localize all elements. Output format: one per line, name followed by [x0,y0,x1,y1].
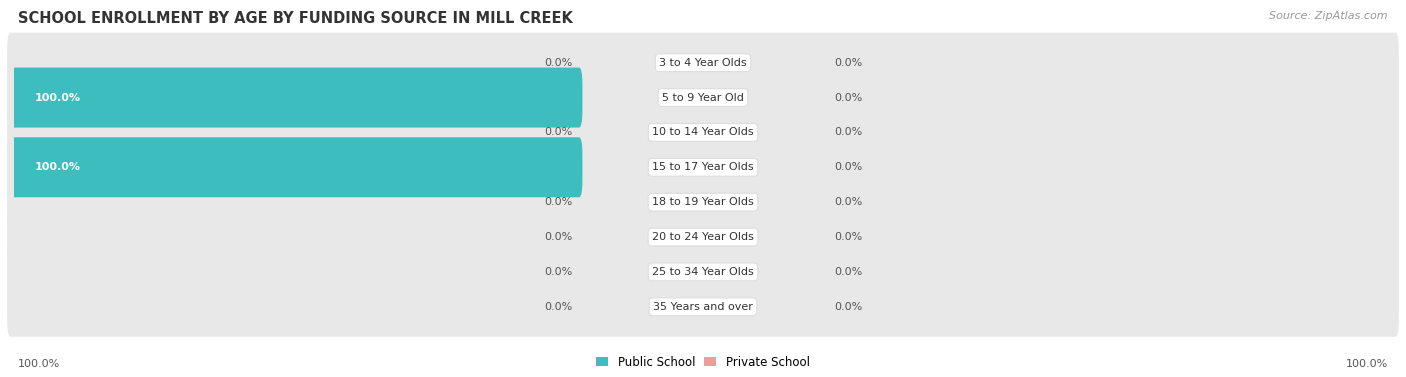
FancyBboxPatch shape [7,103,1399,162]
Text: 0.0%: 0.0% [834,92,862,103]
FancyBboxPatch shape [7,137,1399,197]
Text: 0.0%: 0.0% [834,267,862,277]
Text: 0.0%: 0.0% [544,267,572,277]
Text: 25 to 34 Year Olds: 25 to 34 Year Olds [652,267,754,277]
Text: 15 to 17 Year Olds: 15 to 17 Year Olds [652,162,754,172]
Text: 0.0%: 0.0% [834,232,862,242]
FancyBboxPatch shape [7,277,1399,337]
Text: 3 to 4 Year Olds: 3 to 4 Year Olds [659,58,747,68]
Text: 0.0%: 0.0% [544,232,572,242]
Text: SCHOOL ENROLLMENT BY AGE BY FUNDING SOURCE IN MILL CREEK: SCHOOL ENROLLMENT BY AGE BY FUNDING SOUR… [18,11,574,26]
Text: 100.0%: 100.0% [18,359,60,369]
Text: Source: ZipAtlas.com: Source: ZipAtlas.com [1270,11,1388,21]
Text: 100.0%: 100.0% [35,162,80,172]
Text: 10 to 14 Year Olds: 10 to 14 Year Olds [652,127,754,138]
Text: 18 to 19 Year Olds: 18 to 19 Year Olds [652,197,754,207]
Text: 35 Years and over: 35 Years and over [652,302,754,312]
FancyBboxPatch shape [7,242,1399,302]
FancyBboxPatch shape [11,137,582,197]
Text: 5 to 9 Year Old: 5 to 9 Year Old [662,92,744,103]
Legend: Public School, Private School: Public School, Private School [596,356,810,369]
Text: 100.0%: 100.0% [35,92,80,103]
Text: 20 to 24 Year Olds: 20 to 24 Year Olds [652,232,754,242]
FancyBboxPatch shape [7,67,1399,127]
Text: 0.0%: 0.0% [834,58,862,68]
Text: 0.0%: 0.0% [834,302,862,312]
Text: 0.0%: 0.0% [834,162,862,172]
FancyBboxPatch shape [7,172,1399,232]
Text: 0.0%: 0.0% [834,127,862,138]
FancyBboxPatch shape [7,207,1399,267]
Text: 100.0%: 100.0% [1346,359,1388,369]
Text: 0.0%: 0.0% [834,197,862,207]
Text: 0.0%: 0.0% [544,127,572,138]
Text: 0.0%: 0.0% [544,197,572,207]
Text: 0.0%: 0.0% [544,58,572,68]
Text: 0.0%: 0.0% [544,302,572,312]
FancyBboxPatch shape [7,33,1399,93]
FancyBboxPatch shape [11,67,582,127]
